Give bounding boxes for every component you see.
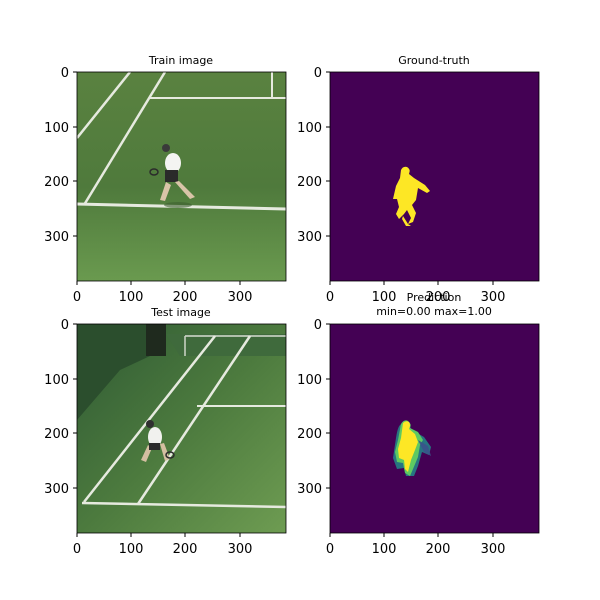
y-tick-label: 300 [297,482,322,497]
y-tick-label: 200 [297,175,322,190]
y-tick-label: 100 [297,373,322,388]
x-ticks-prediction: 0 100 200 300 [326,533,506,557]
x-tick-label: 300 [228,290,253,305]
y-tick-label: 100 [297,121,322,136]
x-tick-label: 0 [73,290,81,305]
panel-title-prediction: Prediction [407,291,462,304]
panel-train: Train image 0 100 200 3 [44,54,287,305]
x-ticks-ground-truth: 0 100 200 300 [326,281,506,305]
x-ticks-test: 0 100 200 300 [73,533,253,557]
panel-title-test: Test image [150,306,211,319]
axes-frame [329,71,540,282]
x-tick-label: 300 [481,290,506,305]
x-tick-label: 0 [326,542,334,557]
y-tick-label: 200 [44,175,69,190]
y-tick-label: 100 [44,373,69,388]
y-tick-label: 200 [44,427,69,442]
y-ticks-prediction: 0 100 200 300 [297,318,330,497]
x-tick-label: 300 [481,542,506,557]
axes-frame [76,71,287,282]
panel-title-train: Train image [148,54,213,67]
y-ticks-test: 0 100 200 300 [44,318,77,497]
y-tick-label: 0 [314,66,322,81]
ground-truth-mask [330,72,539,281]
y-ticks-train: 0 100 200 300 [44,66,77,245]
x-tick-label: 300 [228,542,253,557]
y-tick-label: 0 [61,66,69,81]
y-tick-label: 300 [44,230,69,245]
y-tick-label: 0 [61,318,69,333]
y-tick-label: 300 [44,482,69,497]
y-tick-label: 100 [44,121,69,136]
x-tick-label: 0 [73,542,81,557]
axes-frame [76,323,287,534]
prediction-heatmap [330,324,539,533]
x-tick-label: 200 [173,542,198,557]
x-tick-label: 200 [426,542,451,557]
panel-prediction: Prediction min=0.00 max=1.00 0 100 200 3… [297,291,540,557]
x-tick-label: 100 [119,542,144,557]
test-image [77,324,287,533]
train-image [76,71,287,281]
y-tick-label: 200 [297,427,322,442]
x-tick-label: 100 [119,290,144,305]
y-tick-label: 300 [297,230,322,245]
panel-subtitle-prediction: min=0.00 max=1.00 [376,305,492,318]
panel-test: Test image [44,306,287,557]
x-tick-label: 0 [326,290,334,305]
x-ticks-train: 0 100 200 300 [73,281,253,305]
y-tick-label: 0 [314,318,322,333]
x-tick-label: 100 [372,542,397,557]
y-ticks-ground-truth: 0 100 200 300 [297,66,330,245]
x-tick-label: 200 [426,290,451,305]
panel-title-ground-truth: Ground-truth [398,54,470,67]
x-tick-label: 200 [173,290,198,305]
axes-frame [329,323,540,534]
panel-ground-truth: Ground-truth 0 100 200 300 0 100 200 300 [297,54,540,305]
x-tick-label: 100 [372,290,397,305]
